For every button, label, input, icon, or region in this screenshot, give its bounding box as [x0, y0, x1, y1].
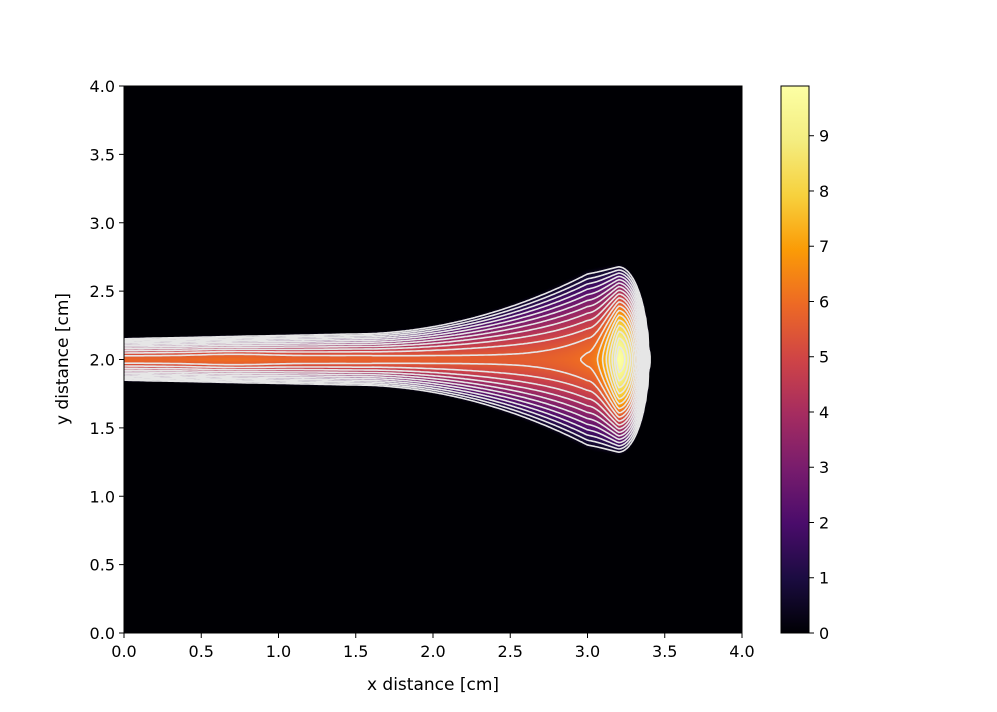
contour-level-line [124, 297, 643, 422]
contour-level-line [613, 337, 629, 382]
x-tick-label: 0.5 [189, 642, 214, 661]
colorbar-tick-label: 5 [819, 348, 829, 367]
colorbar-tick-label: 3 [819, 458, 829, 477]
contour-level-line [611, 330, 632, 389]
plot-area [123, 85, 743, 634]
y-tick-label: 4.0 [90, 77, 115, 96]
contour-level-line [596, 309, 639, 410]
y-tick-label: 1.5 [90, 419, 115, 438]
x-tick-label: 3.0 [575, 642, 600, 661]
contour-level-line [124, 269, 651, 450]
contour-level-line [608, 324, 634, 395]
colorbar-tick-label: 2 [819, 513, 829, 532]
contour-level-line [124, 275, 649, 444]
x-tick-label: 2.0 [420, 642, 445, 661]
x-tick-label: 3.5 [652, 642, 677, 661]
contour-level-line [124, 289, 645, 430]
y-tick-label: 0.5 [90, 556, 115, 575]
contour-level-line [124, 293, 644, 426]
colorbar-ticks: 0 1 2 3 4 5 6 7 8 9 [809, 127, 829, 643]
y-tick-label: 1.0 [90, 487, 115, 506]
y-tick-label: 3.5 [90, 145, 115, 164]
y-tick-label: 2.0 [90, 351, 115, 370]
x-tick-label: 1.0 [266, 642, 291, 661]
colorbar-tick-label: 0 [819, 624, 829, 643]
contour-level-line [124, 285, 646, 434]
x-tick-label: 4.0 [729, 642, 754, 661]
contour-level-line [601, 314, 637, 405]
y-tick-label: 3.0 [90, 214, 115, 233]
colorbar-tick-label: 8 [819, 182, 829, 201]
contour-level-line [605, 319, 636, 400]
x-axis-label: x distance [cm] [367, 675, 499, 695]
contour-level-line [615, 345, 626, 374]
colorbar-tick-label: 7 [819, 237, 829, 256]
colorbar-tick-label: 9 [819, 127, 829, 146]
x-tick-label: 2.5 [498, 642, 523, 661]
contour-level-line [124, 282, 647, 437]
contour-level-line [124, 301, 641, 418]
colorbar-tick-label: 1 [819, 569, 829, 588]
contour-level-line [124, 266, 651, 453]
y-axis-label: y distance [cm] [53, 293, 73, 425]
colorbar-tick-label: 4 [819, 403, 829, 422]
contour-level-line [580, 305, 640, 414]
contour-level-line [124, 278, 648, 441]
contour-level-line [124, 272, 650, 447]
y-axis: 0.0 0.5 1.0 1.5 2.0 2.5 3.0 3.5 4.0 [90, 77, 124, 643]
x-axis: 0.0 0.5 1.0 1.5 2.0 2.5 3.0 3.5 4.0 [111, 633, 755, 661]
y-tick-label: 2.5 [90, 282, 115, 301]
colorbar-gradient [780, 85, 810, 634]
colorbar: 0 1 2 3 4 5 6 7 8 9 [780, 85, 829, 643]
colorbar-tick-label: 6 [819, 292, 829, 311]
contour-lines [124, 266, 651, 453]
y-tick-label: 0.0 [90, 624, 115, 643]
x-tick-label: 0.0 [111, 642, 136, 661]
x-tick-label: 1.5 [343, 642, 368, 661]
